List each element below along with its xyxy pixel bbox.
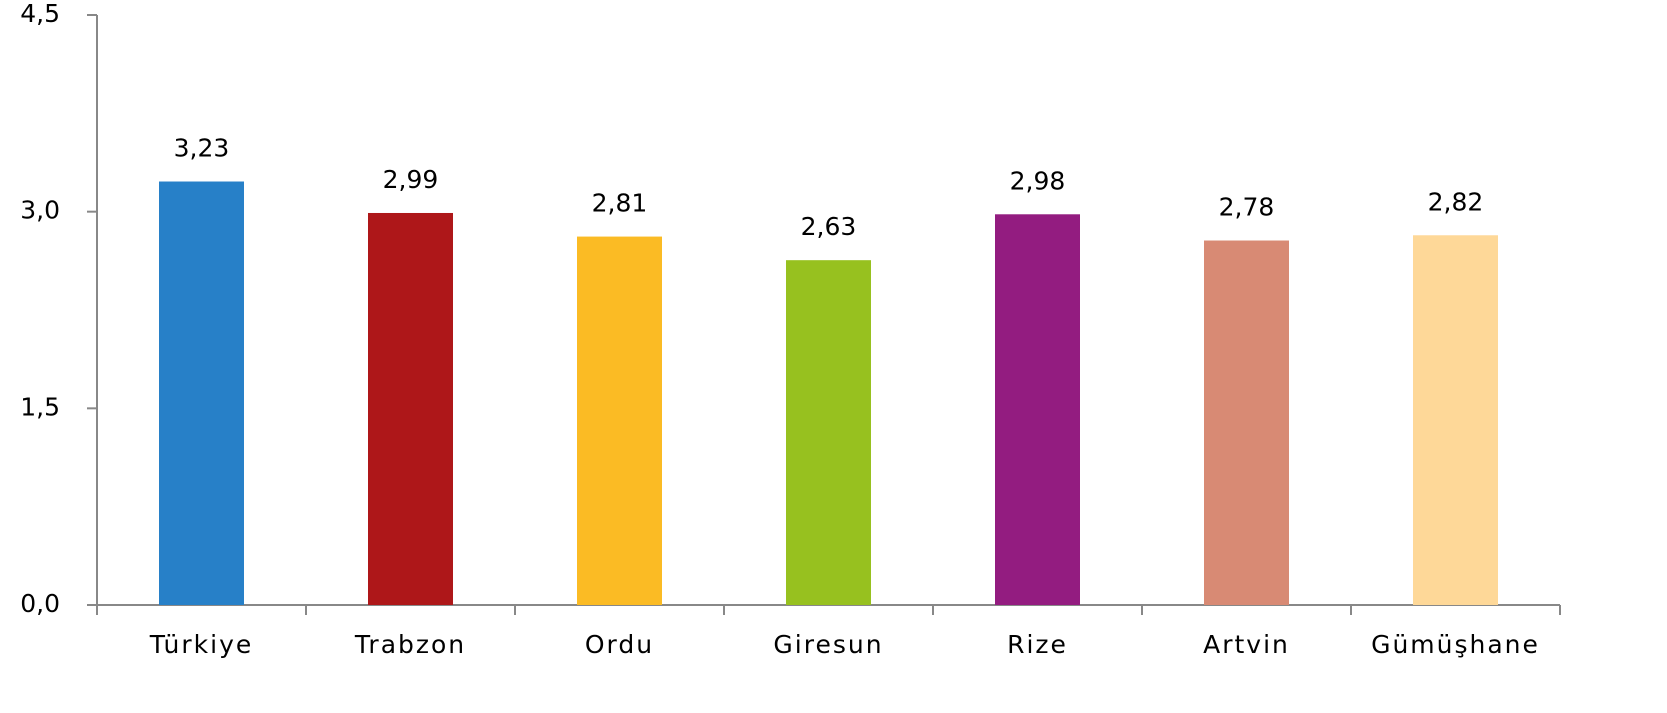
data-label: 3,23 (174, 134, 230, 163)
data-label: 2,98 (1010, 166, 1066, 195)
data-label: 2,78 (1219, 193, 1275, 222)
bar (1413, 235, 1498, 605)
x-tick-label: Giresun (773, 630, 883, 659)
data-label: 2,63 (801, 212, 857, 241)
bar (1204, 240, 1289, 605)
y-tick-label: 4,5 (20, 0, 60, 28)
y-tick-label: 3,0 (20, 196, 60, 225)
bar (159, 181, 244, 605)
x-tick-label: Ordu (585, 630, 654, 659)
x-tick-label: Türkiye (149, 630, 254, 659)
bar (786, 260, 871, 605)
data-label: 2,99 (383, 165, 439, 194)
x-tick-label: Artvin (1203, 630, 1290, 659)
x-tick-label: Gümüşhane (1371, 630, 1540, 659)
y-tick-label: 1,5 (20, 392, 60, 421)
y-tick-label: 0,0 (20, 589, 60, 618)
x-tick-label: Trabzon (354, 630, 466, 659)
bar (577, 236, 662, 606)
x-tick-label: Rize (1007, 630, 1068, 659)
data-label: 2,82 (1428, 187, 1484, 216)
bar (368, 212, 453, 605)
data-label: 2,81 (592, 189, 648, 218)
bar (995, 214, 1080, 606)
